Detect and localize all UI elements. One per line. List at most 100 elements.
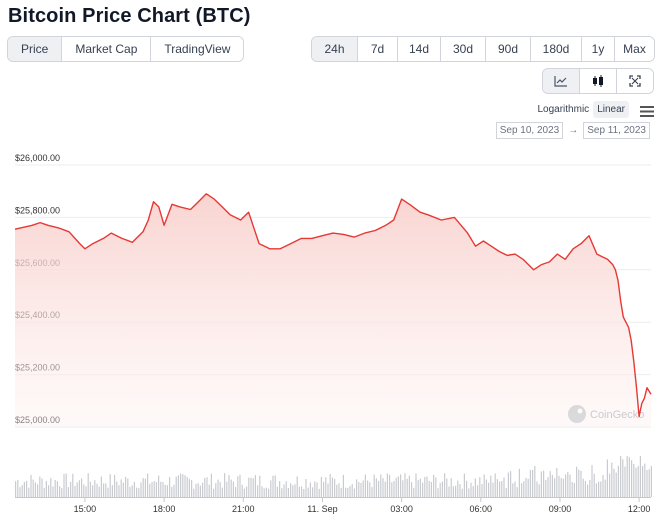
range-1y-button[interactable]: 1y bbox=[582, 37, 615, 61]
volume-bar bbox=[164, 484, 166, 497]
volume-bar bbox=[573, 483, 575, 497]
volume-bar bbox=[496, 479, 498, 497]
volume-bar bbox=[153, 481, 155, 497]
volume-bar bbox=[562, 478, 564, 497]
volume-bar bbox=[303, 489, 305, 497]
range-30d-button[interactable]: 30d bbox=[441, 37, 486, 61]
volume-bar bbox=[193, 488, 195, 497]
y-tick-label: $25,800.00 bbox=[15, 205, 60, 215]
volume-bar bbox=[314, 481, 316, 497]
volume-bar bbox=[309, 482, 311, 497]
volume-bar bbox=[481, 484, 483, 497]
volume-bar bbox=[100, 476, 102, 497]
volume-bar bbox=[285, 481, 287, 497]
volume-bar bbox=[468, 488, 470, 497]
volume-bar bbox=[584, 481, 586, 497]
volume-bar bbox=[598, 481, 600, 497]
volume-bar bbox=[534, 465, 536, 497]
volume-bar bbox=[290, 483, 292, 497]
volume-bar bbox=[494, 473, 496, 497]
volume-bar bbox=[144, 478, 146, 497]
volume-bar bbox=[208, 484, 210, 497]
volume-bar bbox=[488, 482, 490, 497]
volume-bar bbox=[41, 478, 43, 497]
linear-option[interactable]: Linear bbox=[593, 101, 629, 118]
volume-bar bbox=[131, 485, 133, 497]
tab-market-cap[interactable]: Market Cap bbox=[62, 37, 152, 61]
range-7d-button[interactable]: 7d bbox=[358, 37, 398, 61]
date-to-input[interactable]: Sep 11, 2023 bbox=[583, 122, 650, 139]
volume-bar bbox=[569, 474, 571, 497]
x-tick-label: 12:00 bbox=[628, 504, 651, 514]
volume-bar bbox=[202, 482, 204, 497]
volume-bar bbox=[188, 478, 190, 497]
volume-bar bbox=[127, 478, 129, 497]
volume-bar bbox=[19, 487, 21, 497]
volume-bar bbox=[129, 486, 131, 497]
volume-bar bbox=[457, 480, 459, 497]
volume-bar bbox=[523, 481, 525, 497]
volume-bar bbox=[336, 484, 338, 497]
volume-bar bbox=[459, 484, 461, 497]
range-180d-button[interactable]: 180d bbox=[531, 37, 582, 61]
volume-bar bbox=[312, 487, 314, 497]
volume-bar bbox=[142, 478, 144, 497]
volume-bar bbox=[499, 481, 501, 497]
volume-bar bbox=[349, 486, 351, 497]
volume-bar bbox=[536, 481, 538, 497]
volume-bar bbox=[224, 473, 226, 497]
volume-bar bbox=[210, 473, 212, 497]
chart-menu-button[interactable] bbox=[640, 104, 654, 122]
volume-bar bbox=[21, 485, 23, 497]
candlestick-button[interactable] bbox=[580, 69, 617, 93]
volume-bar bbox=[316, 482, 318, 497]
volume-bar bbox=[620, 456, 622, 497]
tab-tradingview[interactable]: TradingView bbox=[151, 37, 244, 61]
expand-button[interactable] bbox=[617, 69, 653, 93]
volume-bar bbox=[329, 474, 331, 497]
volume-bar bbox=[369, 482, 371, 497]
volume-bar bbox=[483, 474, 485, 497]
volume-bar bbox=[452, 486, 454, 497]
volume-bar bbox=[624, 466, 626, 497]
range-14d-button[interactable]: 14d bbox=[398, 37, 441, 61]
line-chart-button[interactable] bbox=[543, 69, 580, 93]
volume-bar bbox=[270, 480, 272, 497]
volume-bar bbox=[637, 466, 639, 497]
volume-bar bbox=[529, 470, 531, 497]
volume-bar bbox=[268, 488, 270, 497]
price-area bbox=[15, 193, 651, 427]
volume-bar bbox=[23, 481, 25, 497]
volume-bar bbox=[213, 488, 215, 497]
volume-bar bbox=[631, 460, 633, 497]
volume-bar bbox=[463, 473, 465, 497]
volume-bar bbox=[114, 474, 116, 497]
range-max-button[interactable]: Max bbox=[615, 37, 654, 61]
volume-bar bbox=[338, 483, 340, 497]
volume-bar bbox=[342, 474, 344, 497]
volume-bar bbox=[283, 484, 285, 497]
volume-bar bbox=[422, 482, 424, 497]
volume-bar bbox=[81, 478, 83, 497]
volume-bar bbox=[479, 477, 481, 497]
volume-bar bbox=[180, 473, 182, 497]
volume-bar bbox=[393, 481, 395, 497]
volume-bar bbox=[265, 487, 267, 497]
range-90d-button[interactable]: 90d bbox=[486, 37, 531, 61]
tab-price[interactable]: Price bbox=[8, 37, 63, 61]
range-24h-button[interactable]: 24h bbox=[312, 37, 358, 61]
volume-bar bbox=[507, 472, 509, 497]
volume-bar bbox=[589, 479, 591, 497]
volume-bar bbox=[76, 482, 78, 497]
logarithmic-option[interactable]: Logarithmic bbox=[537, 104, 590, 115]
volume-bar bbox=[107, 487, 109, 497]
view-tabs: Price Market Cap TradingView bbox=[7, 36, 245, 62]
volume-bar bbox=[162, 482, 164, 497]
volume-bar bbox=[199, 485, 201, 497]
volume-bar bbox=[646, 469, 648, 497]
volume-bar bbox=[276, 486, 278, 497]
volume-bar bbox=[505, 488, 507, 497]
volume-bar bbox=[259, 475, 261, 497]
date-from-input[interactable]: Sep 10, 2023 bbox=[495, 122, 564, 139]
